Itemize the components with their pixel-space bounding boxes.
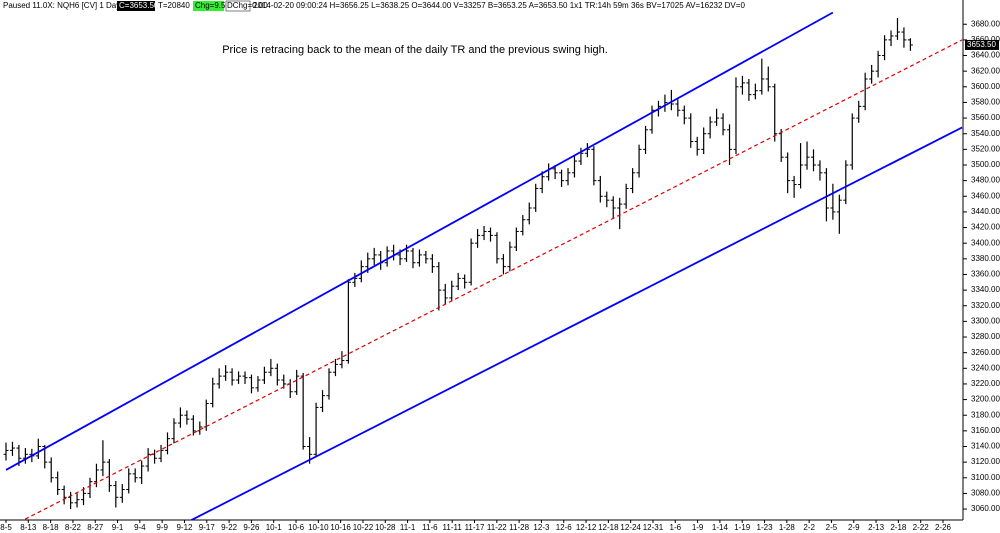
- x-tick-label: 9-17: [199, 523, 216, 532]
- x-tick-label: 2-26: [935, 523, 952, 532]
- last-price-label: 3653.50: [967, 40, 996, 49]
- y-tick-label: 3500.00: [971, 160, 1000, 169]
- y-tick-label: 3540.00: [971, 129, 1000, 138]
- dchange-box: [225, 0, 251, 12]
- y-tick-label: 3180.00: [971, 410, 1000, 419]
- x-tick-label: 11-11: [443, 523, 463, 532]
- x-tick-label: 11-28: [509, 523, 529, 532]
- x-tick-label: 1-9: [692, 523, 704, 532]
- y-tick-label: 3380.00: [971, 254, 1000, 263]
- x-tick-label: 2-9: [848, 523, 860, 532]
- x-tick-label: 1-28: [779, 523, 796, 532]
- x-tick-label: 2-13: [868, 523, 885, 532]
- x-tick-label: 9-12: [176, 523, 193, 532]
- y-tick-label: 3620.00: [971, 66, 1000, 75]
- x-tick-label: 12-6: [556, 523, 573, 532]
- y-tick-label: 3280.00: [971, 332, 1000, 341]
- y-tick-label: 3360.00: [971, 270, 1000, 279]
- y-tick-label: 3080.00: [971, 489, 1000, 498]
- y-tick-label: 3680.00: [971, 19, 1000, 28]
- x-tick-label: 8-5: [0, 523, 12, 532]
- y-tick-label: 3600.00: [971, 82, 1000, 91]
- x-tick-label: 9-22: [221, 523, 238, 532]
- x-tick-label: 10-1: [266, 523, 283, 532]
- x-tick-label: 11-17: [465, 523, 485, 532]
- x-tick-label: 8-13: [20, 523, 37, 532]
- x-tick-label: 1-19: [734, 523, 751, 532]
- y-tick-label: 3660.00: [971, 35, 1000, 44]
- x-tick-label: 1-14: [712, 523, 729, 532]
- x-tick-label: 11-22: [487, 523, 507, 532]
- header-status: Paused 11.0X: NQH6 [CV] 1 Day #1: [3, 1, 132, 10]
- y-tick-label: 3140.00: [971, 442, 1000, 451]
- x-tick-label: 9-1: [112, 523, 124, 532]
- x-tick-label: 8-27: [87, 523, 104, 532]
- x-tick-label: 1-6: [670, 523, 682, 532]
- x-tick-label: 8-22: [65, 523, 82, 532]
- header-close: C=3653.50: [119, 1, 159, 10]
- header-dchange: DChg=0.00: [227, 1, 268, 10]
- close-box: [117, 1, 155, 11]
- y-tick-label: 3480.00: [971, 176, 1000, 185]
- x-tick-label: 12-31: [643, 523, 664, 532]
- y-tick-label: 3640.00: [971, 51, 1000, 60]
- x-tick-label: 11-1: [400, 523, 416, 532]
- x-tick-label: 12-3: [533, 523, 550, 532]
- x-tick-label: 12-18: [598, 523, 619, 532]
- y-tick-label: 3240.00: [971, 363, 1000, 372]
- x-tick-label: 9-9: [156, 523, 168, 532]
- y-tick-label: 3320.00: [971, 301, 1000, 310]
- x-tick-label: 10-22: [353, 523, 374, 532]
- plot-area: [3, 11, 963, 520]
- y-tick-label: 3220.00: [971, 379, 1000, 388]
- channel-line: [22, 39, 963, 520]
- x-tick-label: 11-6: [422, 523, 438, 532]
- y-tick-label: 3340.00: [971, 285, 1000, 294]
- y-tick-label: 3580.00: [971, 98, 1000, 107]
- header-change: Chg=9.50: [195, 1, 230, 10]
- annotation: Price is retracing back to the mean of t…: [222, 44, 608, 56]
- y-tick-label: 3520.00: [971, 144, 1000, 153]
- x-tick-label: 10-10: [308, 523, 329, 532]
- y-tick-label: 3300.00: [971, 316, 1000, 325]
- y-tick-label: 3200.00: [971, 395, 1000, 404]
- x-tick-label: 2-5: [826, 523, 838, 532]
- y-tick-label: 3420.00: [971, 223, 1000, 232]
- x-tick-label: 9-4: [134, 523, 146, 532]
- header-info: 2014-02-20 09:00:24 H=3656.25 L=3638.25 …: [253, 1, 745, 10]
- channel-line: [5, 11, 834, 471]
- y-tick-label: 3560.00: [971, 113, 1000, 122]
- x-tick-label: 12-12: [576, 523, 597, 532]
- x-tick-label: 10-6: [288, 523, 305, 532]
- header-trades: T=20840: [158, 1, 190, 10]
- y-tick-label: 3120.00: [971, 457, 1000, 466]
- y-tick-label: 3400.00: [971, 238, 1000, 247]
- x-tick-label: 2-18: [890, 523, 907, 532]
- change-box: [193, 1, 224, 11]
- x-tick-label: 2-22: [913, 523, 930, 532]
- channel-line: [189, 126, 963, 520]
- y-tick-label: 3260.00: [971, 348, 1000, 357]
- x-tick-label: 12-24: [620, 523, 641, 532]
- y-tick-label: 3460.00: [971, 191, 1000, 200]
- y-tick-label: 3100.00: [971, 473, 1000, 482]
- x-tick-label: 9-26: [243, 523, 260, 532]
- last-price-box: [965, 39, 999, 50]
- x-tick-label: 2-2: [803, 523, 815, 532]
- x-tick-label: 10-28: [375, 523, 396, 532]
- x-tick-label: 1-23: [757, 523, 774, 532]
- y-tick-label: 3060.00: [971, 504, 1000, 513]
- x-tick-label: 8-18: [43, 523, 60, 532]
- y-tick-label: 3160.00: [971, 426, 1000, 435]
- y-tick-label: 3440.00: [971, 207, 1000, 216]
- x-tick-label: 10-16: [330, 523, 351, 532]
